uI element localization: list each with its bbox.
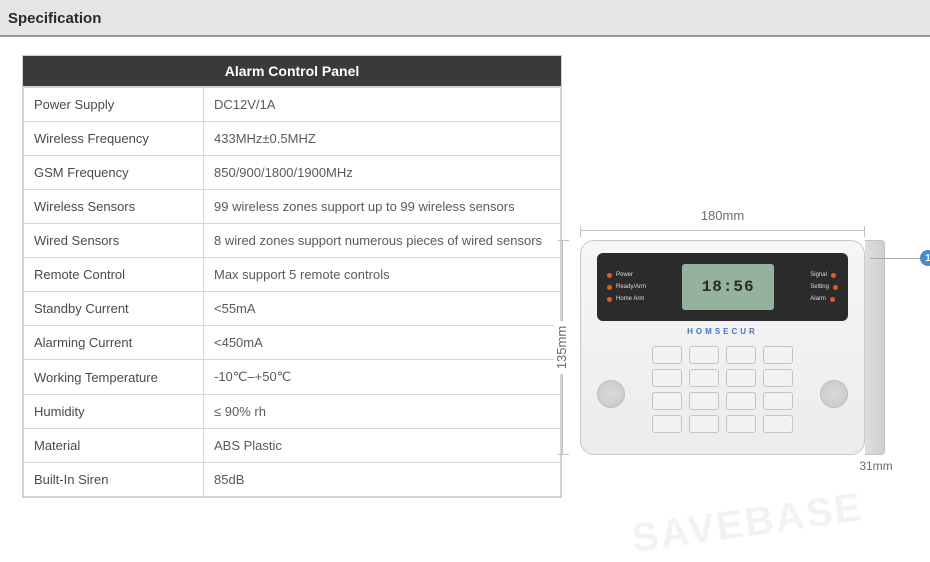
spec-label: Material (24, 429, 204, 463)
watermark-text: SAVEBASE (629, 485, 866, 562)
table-row: Wired Sensors8 wired zones support numer… (24, 224, 561, 258)
lcd-display: 18:56 (682, 264, 774, 310)
dimension-width-label: 180mm (695, 208, 750, 223)
spec-label: Wireless Frequency (24, 122, 204, 156)
callout-badge: 1 (920, 250, 930, 266)
device-illustration: Power Ready/Arm Home Arm 18:56 Signal Se… (580, 240, 865, 455)
table-row: Humidity≤ 90% rh (24, 395, 561, 429)
spec-label: Built-In Siren (24, 463, 204, 497)
brand-label: HOMSECUR (597, 327, 848, 336)
spec-label: GSM Frequency (24, 156, 204, 190)
spec-label: Wireless Sensors (24, 190, 204, 224)
device-side-panel (865, 240, 885, 455)
lcd-text: 18:56 (702, 278, 755, 296)
spec-value: ABS Plastic (204, 429, 561, 463)
table-row: Built-In Siren85dB (24, 463, 561, 497)
spec-label: Alarming Current (24, 326, 204, 360)
spec-value: Max support 5 remote controls (204, 258, 561, 292)
device-top-panel: Power Ready/Arm Home Arm 18:56 Signal Se… (597, 253, 848, 321)
spec-value: 85dB (204, 463, 561, 497)
dimension-depth-label: 31mm (859, 459, 892, 473)
section-header: Specification (0, 0, 930, 37)
spec-table-container: Alarm Control Panel Power SupplyDC12V/1A… (22, 55, 562, 498)
content-area: Alarm Control Panel Power SupplyDC12V/1A… (0, 37, 930, 498)
spec-value: 99 wireless zones support up to 99 wirel… (204, 190, 561, 224)
table-row: Power SupplyDC12V/1A (24, 88, 561, 122)
spec-value: 8 wired zones support numerous pieces of… (204, 224, 561, 258)
table-row: Wireless Sensors99 wireless zones suppor… (24, 190, 561, 224)
dimension-width: 180mm (580, 213, 865, 228)
spec-value: -10℃–+50℃ (204, 360, 561, 395)
keypad (649, 346, 797, 433)
status-leds-right: Signal Setting Alarm (810, 272, 838, 302)
table-title: Alarm Control Panel (23, 56, 561, 87)
dimension-height-label: 135mm (555, 321, 570, 374)
spec-label: Working Temperature (24, 360, 204, 395)
spec-label: Power Supply (24, 88, 204, 122)
dimension-height: 135mm (548, 240, 576, 455)
spec-label: Standby Current (24, 292, 204, 326)
callout-line: 1 (870, 250, 930, 266)
table-row: Working Temperature-10℃–+50℃ (24, 360, 561, 395)
table-row: MaterialABS Plastic (24, 429, 561, 463)
table-row: Alarming Current<450mA (24, 326, 561, 360)
product-diagram: 180mm 135mm Power Ready/Arm Home Arm 18:… (580, 55, 918, 498)
speaker-left-icon (597, 380, 625, 408)
spec-value: 850/900/1800/1900MHz (204, 156, 561, 190)
spec-value: <55mA (204, 292, 561, 326)
table-row: Remote ControlMax support 5 remote contr… (24, 258, 561, 292)
table-row: GSM Frequency850/900/1800/1900MHz (24, 156, 561, 190)
speaker-right-icon (820, 380, 848, 408)
spec-table: Power SupplyDC12V/1AWireless Frequency43… (23, 87, 561, 497)
spec-label: Remote Control (24, 258, 204, 292)
spec-value: ≤ 90% rh (204, 395, 561, 429)
table-row: Standby Current<55mA (24, 292, 561, 326)
spec-value: <450mA (204, 326, 561, 360)
spec-label: Humidity (24, 395, 204, 429)
spec-value: DC12V/1A (204, 88, 561, 122)
spec-value: 433MHz±0.5MHZ (204, 122, 561, 156)
status-leds-left: Power Ready/Arm Home Arm (607, 272, 646, 302)
section-title: Specification (8, 10, 101, 27)
dimension-depth: 31mm (864, 459, 888, 473)
table-row: Wireless Frequency433MHz±0.5MHZ (24, 122, 561, 156)
spec-label: Wired Sensors (24, 224, 204, 258)
